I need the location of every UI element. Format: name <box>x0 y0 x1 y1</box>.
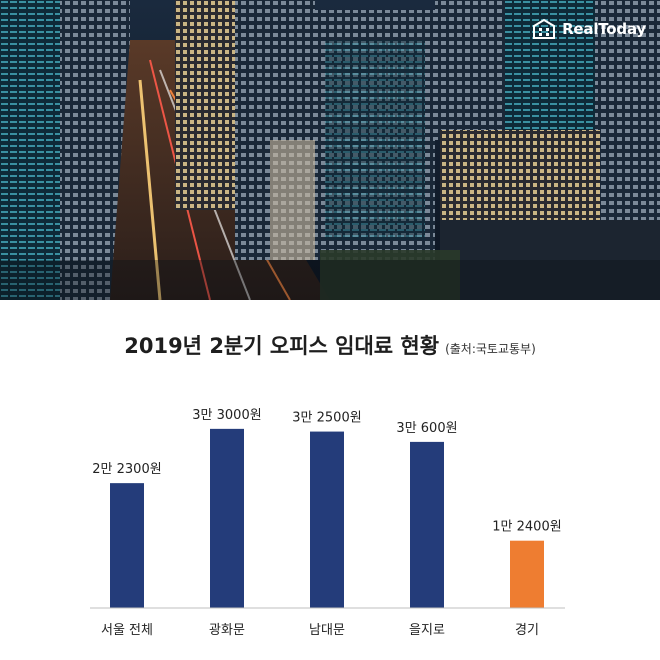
chart-source: (출처:국토교통부) <box>445 342 536 356</box>
building-logo-icon <box>532 18 556 40</box>
data-label-4: 3만 600원 <box>396 421 457 436</box>
bar-4 <box>410 441 444 608</box>
bar-3 <box>310 431 344 608</box>
data-label-5: 1만 2400원 <box>492 520 561 535</box>
category-label-2: 광화문 <box>209 623 245 638</box>
data-label-1: 2만 2300원 <box>92 462 161 477</box>
city-night-photo: RealToday <box>0 0 660 300</box>
category-label-3: 남대문 <box>309 623 345 638</box>
bar-group <box>110 428 544 608</box>
data-label-2: 3만 3000원 <box>192 408 261 423</box>
bar-1 <box>110 483 144 608</box>
brand-logo: RealToday <box>532 18 646 40</box>
category-label-5: 경기 <box>515 623 539 638</box>
chart-title: 2019년 2분기 오피스 임대료 현황 <box>124 334 440 358</box>
data-label-3: 3만 2500원 <box>292 411 361 426</box>
category-label-4: 을지로 <box>409 623 445 638</box>
bar-5 <box>510 540 544 608</box>
category-label-1: 서울 전체 <box>101 623 153 638</box>
bar-2 <box>210 428 244 608</box>
chart-header: 2019년 2분기 오피스 임대료 현황 (출처:국토교통부) <box>0 330 660 360</box>
brand-logo-text: RealToday <box>562 20 646 38</box>
